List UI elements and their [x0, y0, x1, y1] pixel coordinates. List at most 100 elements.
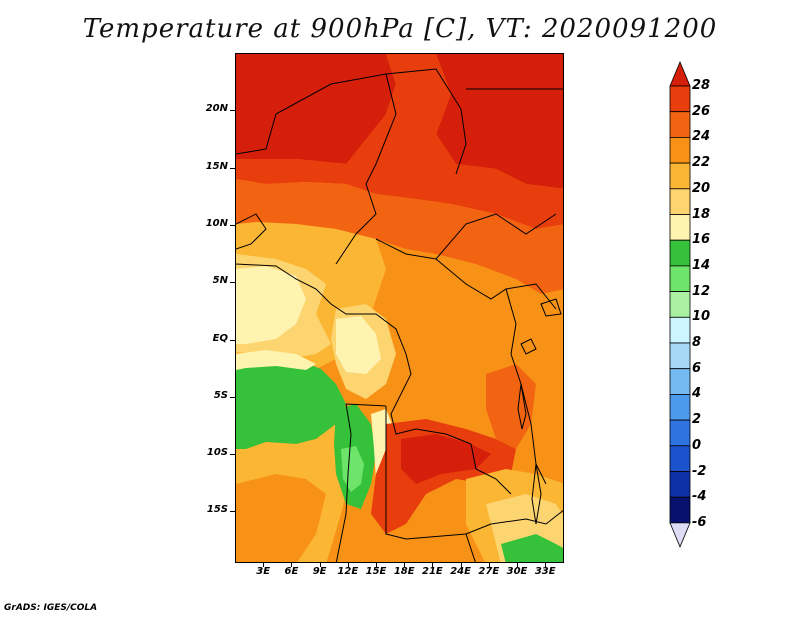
longitude-tick-label: 9E: [312, 566, 327, 577]
longitude-tick-mark: [347, 563, 349, 567]
lake-outline: [540, 298, 562, 317]
latitude-tick-mark: [230, 110, 235, 112]
colorbar-segment: [669, 445, 691, 472]
colorbar-label: 28: [692, 78, 711, 93]
longitude-tick-mark: [545, 563, 547, 567]
colorbar-label: 4: [692, 386, 702, 402]
colorbar-segment: [669, 85, 691, 113]
latitude-tick-mark: [230, 454, 235, 456]
border-line: [330, 303, 412, 395]
latitude-tick-mark: [230, 396, 235, 398]
colorbar: [669, 60, 691, 548]
longitude-tick-mark: [291, 563, 293, 567]
colorbar-label: -4: [692, 489, 707, 505]
credit-text: GrADS: IGES/COLA: [4, 603, 98, 613]
latitude-tick-label: 10N: [205, 217, 228, 229]
colorbar-top-triangle: [669, 60, 691, 87]
colorbar-label: 12: [692, 283, 711, 299]
longitude-tick-label: 30E: [506, 566, 528, 577]
colorbar-label: -6: [692, 514, 707, 530]
border-line: [236, 73, 397, 185]
latitude-tick-label: 5S: [213, 389, 228, 401]
colorbar-label: 18: [692, 206, 711, 222]
colorbar-label: -2: [692, 463, 707, 479]
border-line: [335, 183, 377, 265]
map-title: Temperature at 900hPa [C], VT: 202009120…: [82, 14, 718, 44]
colorbar-label: 2: [692, 412, 702, 428]
longitude-tick-label: 27E: [478, 566, 500, 577]
field-28-south-core: [401, 434, 491, 484]
colorbar-segment: [669, 137, 691, 164]
latitude-tick-label: 15S: [206, 504, 228, 516]
field-22-ocean-southwest: [236, 474, 326, 562]
longitude-tick-mark: [263, 563, 265, 567]
colorbar-segment: [669, 265, 691, 292]
border-line: [236, 263, 332, 305]
colorbar-segment: [669, 111, 691, 138]
field-22-south: [336, 514, 485, 562]
lakes: [517, 298, 562, 525]
colorbar-segment: [669, 214, 691, 241]
colorbar-segment: [669, 419, 691, 447]
colorbar-label: 10: [692, 309, 711, 325]
latitude-tick-mark: [230, 224, 235, 226]
longitude-tick-mark: [404, 563, 406, 567]
colorbar-label: 0: [692, 437, 702, 453]
field-28-north-east: [436, 54, 563, 189]
colorbar-segment: [669, 342, 691, 370]
colorbar-label: 16: [692, 232, 711, 248]
border-line: [385, 68, 467, 175]
longitude-tick-label: 24E: [450, 566, 471, 577]
latitude-tick-label: 10S: [206, 447, 228, 459]
latitude-tick-label: EQ: [212, 332, 228, 344]
lake-outline: [517, 383, 527, 430]
colorbar-segment: [669, 393, 691, 421]
field-14-southeast: [501, 534, 563, 562]
longitude-tick-mark: [432, 563, 434, 567]
lake-outline: [531, 463, 542, 525]
latitude-tick-label: 5N: [212, 275, 228, 287]
colorbar-segment: [669, 239, 691, 267]
field-24-east-rift: [486, 364, 536, 449]
latitude-tick-mark: [230, 511, 235, 513]
latitude-tick-mark: [230, 167, 235, 169]
colorbar-segment: [669, 471, 691, 498]
field-16-ocean-edge: [236, 350, 316, 370]
border-line: [345, 403, 387, 407]
longitude-tick-label: 33E: [534, 566, 556, 577]
colorbar-label: 20: [692, 180, 711, 196]
longitude-tick-label: 3E: [256, 566, 271, 577]
border-line: [435, 258, 557, 310]
longitude-tick-label: 21E: [422, 566, 443, 577]
border-line: [390, 393, 472, 445]
border-line: [236, 213, 267, 250]
lake-outline: [520, 338, 537, 355]
longitude-tick-label: 6E: [284, 566, 299, 577]
longitude-tick-mark: [319, 563, 321, 567]
colorbar-label: 26: [692, 103, 711, 119]
field-24-band: [236, 179, 563, 294]
longitude-tick-mark: [517, 563, 518, 567]
border-line: [385, 406, 492, 540]
field-16-gabon: [336, 316, 381, 374]
latitude-tick-mark: [230, 282, 235, 284]
field-16-coast: [236, 266, 306, 344]
border-line: [375, 213, 557, 260]
latitude-tick-label: 15N: [205, 160, 228, 172]
colorbar-label: 22: [692, 155, 711, 171]
colorbar-label: 8: [692, 335, 702, 350]
colorbar-bottom-triangle: [669, 522, 691, 548]
colorbar-segment: [669, 496, 691, 524]
longitude-tick-mark: [460, 563, 462, 567]
field-14-ocean: [236, 354, 346, 449]
colorbar-label: 14: [692, 257, 711, 273]
latitude-tick-label: 20N: [205, 103, 228, 115]
border-line: [470, 443, 512, 495]
longitude-tick-label: 18E: [393, 566, 415, 577]
colorbar-segment: [669, 316, 691, 344]
longitude-tick-mark: [488, 563, 490, 567]
colorbar-segment: [669, 162, 691, 190]
colorbar-segment: [669, 368, 691, 395]
colorbar-segment: [669, 188, 691, 215]
